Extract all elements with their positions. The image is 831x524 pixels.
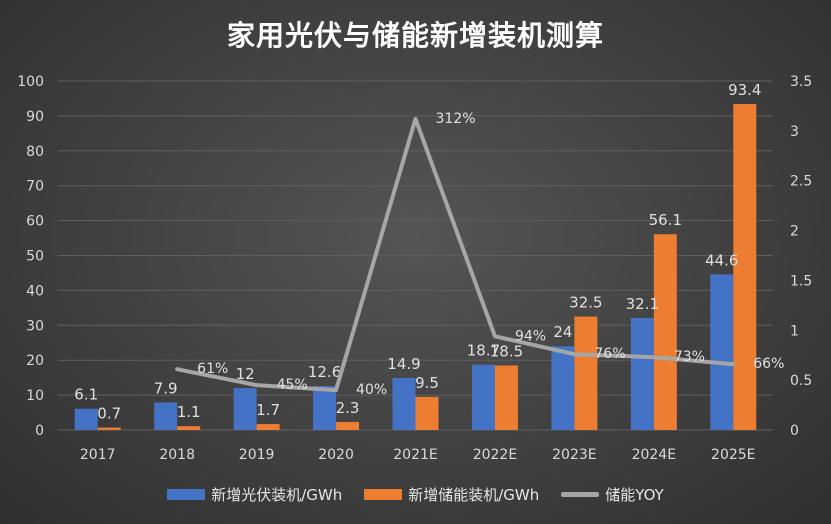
bar-storage — [97, 427, 121, 430]
x-tick-label: 2017 — [80, 447, 116, 463]
data-label-pv: 12 — [236, 365, 255, 383]
data-label-storage: 9.5 — [415, 374, 439, 392]
bar-storage — [415, 396, 439, 430]
y-left-tick-label: 30 — [26, 318, 44, 334]
data-label-yoy: 76% — [594, 346, 625, 362]
data-label-storage: 1.1 — [177, 403, 201, 421]
y-left-tick-label: 20 — [26, 353, 44, 369]
data-label-storage: 1.7 — [256, 401, 280, 419]
data-label-pv: 14.9 — [387, 355, 420, 373]
bar-storage — [653, 234, 677, 430]
bar-pv — [154, 402, 178, 430]
bar-storage — [336, 421, 360, 430]
legend-item-pv: 新增光伏装机/GWh — [167, 484, 342, 505]
data-label-pv: 32.1 — [626, 295, 659, 313]
bar-pv — [74, 408, 98, 430]
y-left-tick-label: 80 — [26, 144, 44, 160]
data-label-storage: 93.4 — [728, 81, 761, 99]
y-right-tick-label: 0 — [790, 423, 799, 439]
bar-pv — [233, 388, 257, 430]
y-left-tick-label: 60 — [26, 214, 44, 230]
legend-label-yoy: 储能YOY — [605, 486, 664, 504]
y-left-tick-label: 50 — [26, 249, 44, 265]
y-left-tick-label: 70 — [26, 179, 44, 195]
y-left-tick-label: 0 — [35, 423, 44, 439]
y-right-tick-label: 1.5 — [790, 273, 812, 289]
legend-label-storage: 新增储能装机/GWh — [408, 486, 540, 504]
chart-title: 家用光伏与储能新增装机测算 — [226, 19, 604, 52]
bar-storage — [733, 104, 757, 430]
y-right-tick-label: 3 — [790, 124, 799, 140]
legend-label-pv: 新增光伏装机/GWh — [211, 486, 343, 504]
data-label-yoy: 61% — [197, 361, 228, 377]
y-left-tick-label: 10 — [26, 388, 44, 404]
legend-swatch-pv — [167, 489, 206, 500]
y-left-tick-label: 90 — [26, 109, 44, 125]
data-label-storage: 56.1 — [649, 211, 682, 229]
x-tick-label: 2024E — [632, 447, 676, 463]
data-label-pv: 12.6 — [308, 363, 341, 381]
data-label-pv: 18.7 — [467, 342, 500, 360]
legend-swatch-storage — [364, 489, 403, 500]
x-tick-label: 2018 — [159, 447, 195, 463]
y-right-tick-label: 0.5 — [790, 373, 812, 389]
data-label-yoy: 40% — [356, 382, 387, 398]
y-left-tick-label: 40 — [26, 283, 44, 299]
x-tick-label: 2023E — [552, 447, 596, 463]
legend-item-storage: 新增储能装机/GWh — [364, 484, 539, 505]
bar-storage — [256, 424, 280, 430]
x-tick-label: 2020 — [318, 447, 354, 463]
x-tick-label: 2021E — [393, 447, 437, 463]
bar-storage — [494, 365, 518, 430]
data-label-pv: 6.1 — [74, 386, 98, 404]
y-left-tick-label: 100 — [17, 74, 44, 90]
bar-pv — [313, 386, 337, 430]
data-label-storage: 32.5 — [569, 294, 602, 312]
data-label-yoy: 312% — [436, 111, 476, 127]
line-yoy — [175, 116, 736, 393]
data-label-pv: 7.9 — [154, 379, 178, 397]
data-label-pv: 24 — [553, 323, 572, 341]
legend-item-yoy: 储能YOY — [561, 484, 664, 505]
x-tick-label: 2025E — [711, 447, 755, 463]
x-tick-label: 2022E — [473, 447, 517, 463]
bar-pv — [630, 317, 654, 430]
data-label-storage: 18.5 — [490, 342, 523, 360]
bar-pv — [471, 364, 495, 430]
bar-pv — [551, 346, 575, 430]
y-right-tick-label: 3.5 — [790, 74, 812, 90]
bar-storage — [574, 316, 598, 430]
data-label-yoy: 94% — [515, 328, 546, 344]
data-label-storage: 2.3 — [336, 399, 360, 417]
legend: 新增光伏装机/GWh 新增储能装机/GWh 储能YOY — [0, 484, 831, 505]
y-right-tick-label: 1 — [790, 323, 799, 339]
y-right-tick-label: 2 — [790, 224, 799, 240]
legend-swatch-yoy — [561, 492, 600, 497]
data-label-storage: 0.7 — [97, 405, 121, 423]
x-tick-label: 2019 — [239, 447, 275, 463]
data-label-yoy: 66% — [753, 356, 784, 372]
bar-pv — [392, 377, 416, 430]
data-label-pv: 44.6 — [705, 251, 738, 269]
data-label-yoy: 45% — [277, 377, 308, 393]
bar-storage — [177, 426, 201, 430]
bar-pv — [710, 274, 734, 430]
data-label-yoy: 73% — [674, 349, 705, 365]
y-right-tick-label: 2.5 — [790, 174, 812, 190]
